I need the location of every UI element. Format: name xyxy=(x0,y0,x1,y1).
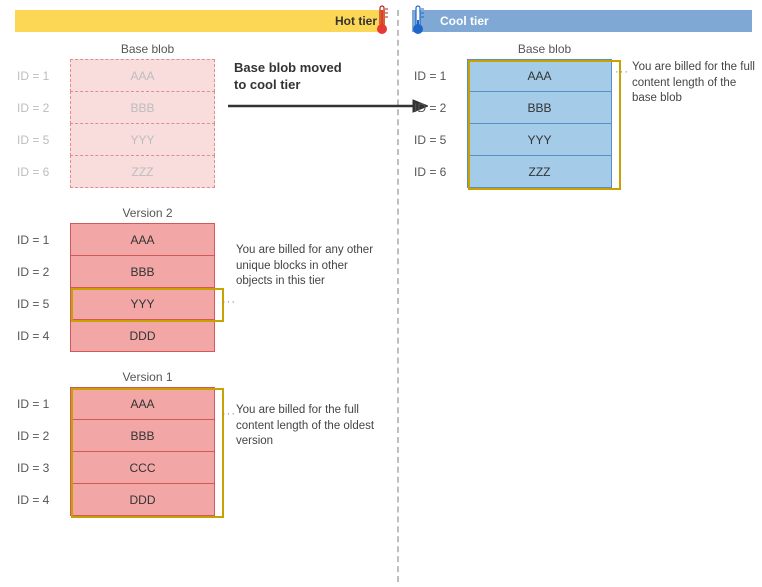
row-id: ID = 2 xyxy=(15,92,70,124)
row-value: BBB xyxy=(467,91,612,124)
row-id: ID = 1 xyxy=(15,60,70,92)
group-title: Base blob xyxy=(472,42,617,56)
hot-tier-header: Hot tier xyxy=(15,10,385,32)
row-value: DDD xyxy=(70,319,215,352)
group-title: Version 2 xyxy=(75,206,220,220)
block-row: ID = 3CCC xyxy=(15,452,385,484)
row-id: ID = 1 xyxy=(412,60,467,92)
hot-thermometer-icon xyxy=(367,4,397,36)
row-value: ZZZ xyxy=(70,155,215,188)
row-value: YYY xyxy=(70,123,215,156)
v2-annotation: You are billed for any other unique bloc… xyxy=(236,243,376,290)
row-value: AAA xyxy=(70,387,215,420)
row-value: DDD xyxy=(70,483,215,516)
dots-connector: ··· xyxy=(222,296,236,308)
row-value: BBB xyxy=(70,419,215,452)
block-row: ID = 5YYY xyxy=(15,288,385,320)
group-title: Version 1 xyxy=(75,370,220,384)
row-value: CCC xyxy=(70,451,215,484)
v1-annotation: You are billed for the full content leng… xyxy=(236,403,376,450)
block-row: ID = 6ZZZ xyxy=(15,156,385,188)
cool-thermometer-icon xyxy=(403,4,433,36)
block-row: ID = 4DDD xyxy=(15,320,385,352)
row-value: AAA xyxy=(70,59,215,92)
row-value: AAA xyxy=(70,223,215,256)
row-id: ID = 3 xyxy=(15,452,70,484)
row-id: ID = 1 xyxy=(15,388,70,420)
row-value: YYY xyxy=(70,287,215,320)
row-id: ID = 2 xyxy=(15,256,70,288)
row-id: ID = 6 xyxy=(15,156,70,188)
row-id: ID = 4 xyxy=(15,320,70,352)
block-row: ID = 5YYY xyxy=(15,124,385,156)
row-id: ID = 1 xyxy=(15,224,70,256)
cool-tier-header: Cool tier xyxy=(412,10,752,32)
block-row: ID = 5YYY xyxy=(412,124,752,156)
row-value: YYY xyxy=(467,123,612,156)
block-row: ID = 4DDD xyxy=(15,484,385,516)
row-id: ID = 2 xyxy=(412,92,467,124)
block-row: ID = 6ZZZ xyxy=(412,156,752,188)
dots-connector: ··· xyxy=(615,66,629,78)
block-row: ID = 2BBB xyxy=(15,92,385,124)
group-title: Base blob xyxy=(75,42,220,56)
cool-annotation: You are billed for the full content leng… xyxy=(632,60,757,107)
row-id: ID = 2 xyxy=(15,420,70,452)
row-id: ID = 5 xyxy=(15,288,70,320)
row-value: BBB xyxy=(70,91,215,124)
row-value: AAA xyxy=(467,59,612,92)
row-value: ZZZ xyxy=(467,155,612,188)
row-value: BBB xyxy=(70,255,215,288)
block-row: ID = 1AAA xyxy=(15,60,385,92)
row-id: ID = 6 xyxy=(412,156,467,188)
row-id: ID = 5 xyxy=(15,124,70,156)
row-id: ID = 5 xyxy=(412,124,467,156)
cool-tier-label: Cool tier xyxy=(440,14,489,28)
row-id: ID = 4 xyxy=(15,484,70,516)
dots-connector: ··· xyxy=(222,408,236,420)
block-group: Base blobID = 1AAAID = 2BBBID = 5YYYID =… xyxy=(15,42,385,188)
